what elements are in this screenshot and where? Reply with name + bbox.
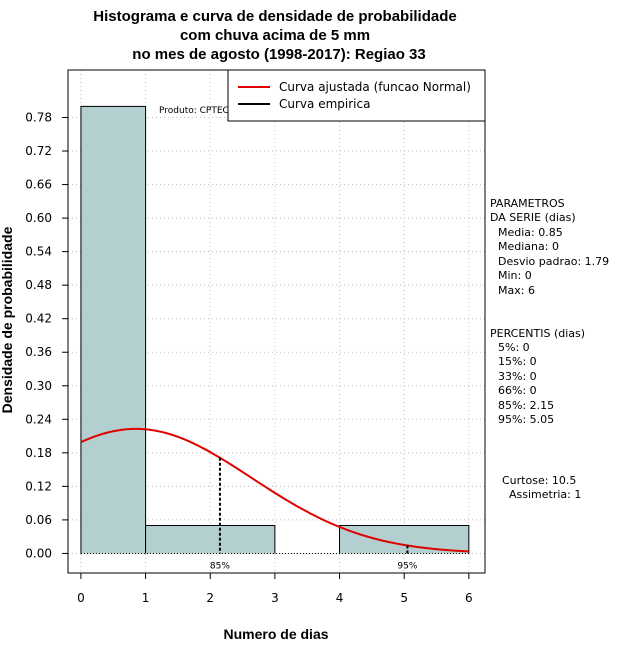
histogram-bars xyxy=(80,105,470,554)
y-tick-label: 0.00 xyxy=(25,546,52,560)
percentis-title: PERCENTIS (dias) xyxy=(490,327,585,340)
x-tick-label: 3 xyxy=(271,591,279,605)
percentil-33: 33%: 0 xyxy=(498,370,537,383)
stats-panel: PARAMETROS DA SERIE (dias) Media: 0.85 M… xyxy=(490,197,609,501)
y-tick-label: 0.54 xyxy=(25,245,52,259)
legend-label-empirical: Curva empirica xyxy=(279,97,370,111)
empirical-curve-segment xyxy=(80,105,147,554)
param-mediana: Mediana: 0 xyxy=(498,240,559,253)
x-tick-label: 6 xyxy=(465,591,473,605)
histogram-bar xyxy=(145,525,275,554)
normal-curve-layer xyxy=(80,427,469,553)
y-tick-label: 0.78 xyxy=(25,111,52,125)
y-tick-label: 0.24 xyxy=(25,412,52,426)
y-axis-label: Densidade de probabilidade xyxy=(0,226,15,413)
legend: Curva ajustada (funcao Normal) Curva emp… xyxy=(227,69,486,122)
normal-fit-curve xyxy=(80,427,469,553)
y-axis: 0.00 0.06 0.12 0.18 0.24 0.30 0.36 0.42 0.48 0.54… xyxy=(25,111,69,560)
params-title-2: DA SERIE (dias) xyxy=(490,211,576,224)
chart-title-line-1: Histograma e curva de densidade de proba… xyxy=(93,8,456,25)
percentil-95: 95%: 5.05 xyxy=(498,413,554,426)
y-tick-label: 0.72 xyxy=(25,144,52,158)
curtose-value: Curtose: 10.5 xyxy=(502,474,576,487)
params-title-1: PARAMETROS xyxy=(490,197,565,210)
y-tick-label: 0.42 xyxy=(25,312,52,326)
y-tick-label: 0.30 xyxy=(25,379,52,393)
y-tick-label: 0.06 xyxy=(25,513,52,527)
y-tick-label: 0.66 xyxy=(25,178,52,192)
legend-box xyxy=(227,69,486,122)
credit-label: Produto: CPTEC/INPE xyxy=(159,106,253,116)
percentil-85: 85%: 2.15 xyxy=(498,399,554,412)
x-tick-label: 5 xyxy=(400,591,408,605)
x-axis: 0 1 2 3 4 5 6 xyxy=(77,572,473,605)
empirical-curve-segment xyxy=(339,524,470,554)
param-min: Min: 0 xyxy=(498,269,532,282)
y-tick-label: 0.18 xyxy=(25,446,52,460)
histogram-bar xyxy=(80,106,146,554)
y-tick-label: 0.48 xyxy=(25,278,52,292)
x-tick-label: 0 xyxy=(77,591,85,605)
percentile-marker-label: 95% xyxy=(397,561,417,571)
y-tick-label: 0.36 xyxy=(25,345,52,359)
percentile-marker-label: 85% xyxy=(210,561,230,571)
y-tick-label: 0.12 xyxy=(25,479,52,493)
percentil-66: 66%: 0 xyxy=(498,384,537,397)
x-tick-label: 1 xyxy=(142,591,150,605)
param-media: Media: 0.85 xyxy=(498,226,563,239)
histogram-bar xyxy=(339,525,469,554)
chart-title-line-2: com chuva acima de 5 mm xyxy=(180,27,370,44)
x-tick-label: 4 xyxy=(336,591,344,605)
percentil-15: 15%: 0 xyxy=(498,355,537,368)
assimetria-value: Assimetria: 1 xyxy=(509,488,581,501)
y-tick-label: 0.60 xyxy=(25,211,52,225)
param-desvio: Desvio padrao: 1.79 xyxy=(498,255,609,268)
percentile-markers: 85% 95% xyxy=(210,457,418,571)
x-axis-label: Numero de dias xyxy=(223,626,328,642)
param-max: Max: 6 xyxy=(498,284,535,297)
x-tick-label: 2 xyxy=(206,591,214,605)
empirical-curve-segment xyxy=(145,524,276,554)
percentil-5: 5%: 0 xyxy=(498,341,530,354)
chart-title-line-3: no mes de agosto (1998-2017): Regiao 33 xyxy=(132,46,425,63)
legend-label-fit: Curva ajustada (funcao Normal) xyxy=(279,80,471,94)
